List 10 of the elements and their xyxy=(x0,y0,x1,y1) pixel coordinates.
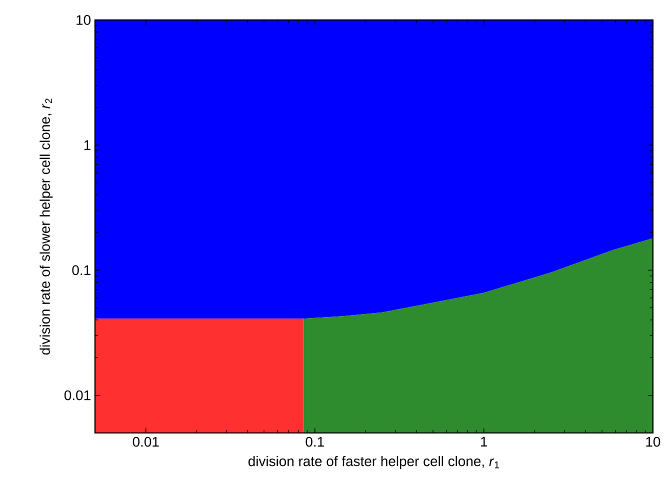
x-axis-title: division rate of faster helper cell clone, r$_{1}$ xyxy=(248,456,500,469)
x-tick-label: 1 xyxy=(481,436,488,446)
y-axis-title: division rate of slower helper cell clone, r$_{2}$ xyxy=(40,98,53,355)
x-tick-label: 10 xyxy=(646,436,660,447)
x-tick-label: 0.01 xyxy=(132,436,159,447)
y-tick-label: 10 xyxy=(76,15,91,25)
y-tick-label: 0.01 xyxy=(64,390,90,400)
y-tick-label: 0.1 xyxy=(72,265,90,276)
x-tick-label: 0.1 xyxy=(306,436,324,447)
y-tick-label: 1 xyxy=(84,140,90,150)
